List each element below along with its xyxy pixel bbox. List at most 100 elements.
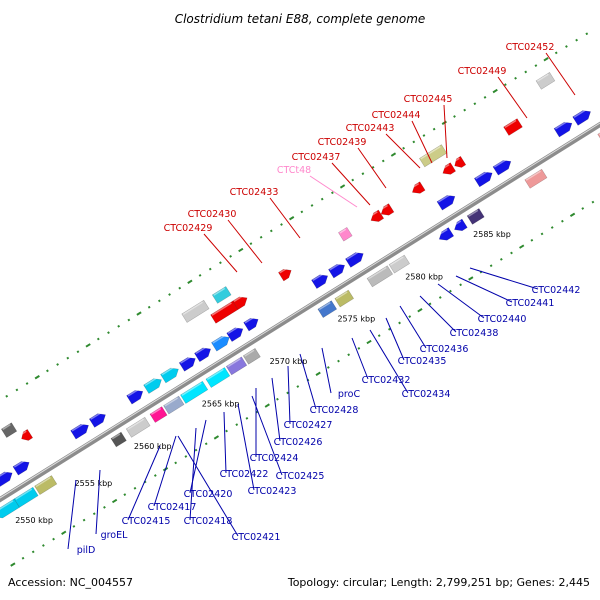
gene-label-top[interactable]: CTC02445 — [404, 94, 453, 105]
gene-feature[interactable] — [232, 294, 250, 310]
gene-feature[interactable] — [205, 367, 231, 388]
gene-label-top[interactable]: CTC02444 — [372, 110, 421, 121]
gene-feature[interactable] — [278, 266, 293, 282]
gene-feature[interactable] — [0, 422, 18, 438]
gene-label-bottom[interactable]: CTC02417 — [148, 502, 197, 513]
gene-feature[interactable] — [70, 421, 92, 440]
scale-kbp-label: 2570 kbp — [270, 357, 308, 366]
gene-feature[interactable] — [243, 315, 261, 332]
gene-feature[interactable] — [0, 498, 20, 521]
gene-label-bottom[interactable]: CTC02438 — [450, 328, 499, 339]
gene-feature[interactable] — [345, 249, 366, 268]
gene-label-bottom[interactable]: CTC02427 — [284, 420, 333, 431]
gene-feature[interactable] — [440, 162, 456, 178]
gene-label-bottom[interactable]: CTC02422 — [220, 469, 269, 480]
gene-label-bottom[interactable]: CTC02420 — [184, 489, 233, 500]
gene-feature[interactable] — [419, 144, 448, 168]
gene-feature[interactable] — [338, 226, 353, 242]
gene-label-bottom[interactable]: CTC02428 — [310, 405, 359, 416]
gene-label-bottom[interactable]: CTC02442 — [532, 285, 581, 296]
gene-feature[interactable] — [328, 261, 347, 279]
gene-feature[interactable] — [368, 209, 385, 225]
gene-label-bottom[interactable]: CTC02426 — [274, 437, 323, 448]
gene-label-bottom[interactable]: proC — [338, 389, 361, 400]
gene-feature[interactable] — [334, 289, 355, 308]
gene-feature[interactable] — [473, 169, 495, 188]
gene-label-bottom[interactable]: CTC02418 — [184, 516, 233, 527]
gene-label-top[interactable]: CTC02449 — [458, 66, 507, 77]
gene-label-bottom[interactable]: CTC02441 — [506, 298, 555, 309]
leader-line — [321, 347, 332, 394]
tick-mark — [514, 76, 517, 80]
gene-feature[interactable] — [410, 181, 426, 197]
gene-feature[interactable] — [452, 155, 467, 170]
gene-label-bottom[interactable]: CTC02436 — [420, 344, 469, 355]
gene-feature[interactable] — [160, 365, 182, 384]
tick-mark — [347, 353, 351, 357]
gene-feature[interactable] — [88, 410, 108, 428]
gene-label-top[interactable]: CTC02452 — [506, 42, 555, 53]
gene-label-bottom[interactable]: CTC02425 — [276, 471, 325, 482]
tick-mark — [21, 556, 25, 560]
gene-feature[interactable] — [13, 486, 39, 508]
gene-feature[interactable] — [163, 395, 185, 415]
gene-label-bottom[interactable]: CTC02415 — [122, 516, 171, 527]
gene-label-bottom[interactable]: CTC02423 — [248, 486, 297, 497]
tick-mark — [473, 102, 477, 106]
gene-label-bottom[interactable]: CTC02424 — [250, 453, 299, 464]
gene-feature[interactable] — [110, 431, 127, 448]
gene-feature[interactable] — [181, 299, 210, 323]
gene-feature[interactable] — [503, 118, 523, 136]
gene-feature[interactable] — [553, 119, 575, 138]
gene-feature[interactable] — [452, 218, 468, 234]
gene-label-top[interactable]: CTC02437 — [292, 152, 341, 163]
gene-feature[interactable] — [535, 72, 556, 90]
gene-feature[interactable] — [149, 406, 168, 423]
gene-feature[interactable] — [572, 107, 594, 126]
gene-feature[interactable] — [437, 227, 455, 244]
gene-label-bottom[interactable]: CTC02432 — [362, 375, 411, 386]
gene-feature[interactable] — [366, 265, 394, 288]
tick-mark — [133, 486, 137, 490]
gene-feature[interactable] — [194, 345, 213, 363]
gene-label-bottom[interactable]: CTC02421 — [232, 532, 281, 543]
gene-feature[interactable] — [125, 416, 151, 438]
gene-feature[interactable] — [211, 286, 232, 304]
gene-label-top[interactable]: CTC02443 — [346, 123, 395, 134]
gene-label-top[interactable]: CTC02430 — [188, 209, 237, 220]
leader-line — [203, 233, 238, 273]
gene-label-top[interactable]: CTC02433 — [230, 187, 279, 198]
gene-feature[interactable] — [492, 157, 514, 176]
gene-feature[interactable] — [143, 375, 165, 394]
gene-feature[interactable] — [19, 428, 34, 443]
gene-feature[interactable] — [225, 356, 248, 376]
gene-feature[interactable] — [126, 387, 146, 405]
gene-feature[interactable] — [378, 203, 395, 219]
gene-feature[interactable] — [311, 272, 330, 289]
gene-feature[interactable] — [12, 458, 32, 476]
leader-line — [357, 147, 387, 189]
gene-label-bottom[interactable]: CTC02435 — [398, 356, 447, 367]
gene-feature[interactable] — [226, 325, 246, 342]
gene-feature[interactable] — [178, 354, 198, 372]
gene-label-top[interactable]: CTC02429 — [164, 223, 213, 234]
gene-feature[interactable] — [524, 168, 548, 189]
gene-label-bottom[interactable]: CTC02434 — [402, 389, 451, 400]
tick-mark — [550, 226, 554, 229]
gene-feature[interactable] — [0, 469, 15, 488]
gene-label-top[interactable]: CTC02439 — [318, 137, 367, 148]
gene-feature[interactable] — [388, 254, 410, 274]
gene-label-top[interactable]: CTCt48 — [277, 165, 311, 176]
gene-label-bottom[interactable]: groEL — [101, 530, 129, 541]
gene-feature[interactable] — [466, 208, 485, 225]
gene-feature[interactable] — [180, 380, 209, 404]
gene-feature[interactable] — [242, 348, 261, 365]
gene-feature[interactable] — [211, 333, 232, 352]
gene-label-bottom[interactable]: CTC02440 — [478, 314, 527, 325]
gene-feature[interactable] — [436, 192, 458, 211]
tick-mark — [492, 88, 498, 94]
gene-feature[interactable] — [317, 300, 338, 318]
gene-feature[interactable] — [210, 300, 239, 324]
gene-label-bottom[interactable]: pilD — [77, 545, 96, 556]
gene-feature[interactable] — [34, 475, 58, 495]
